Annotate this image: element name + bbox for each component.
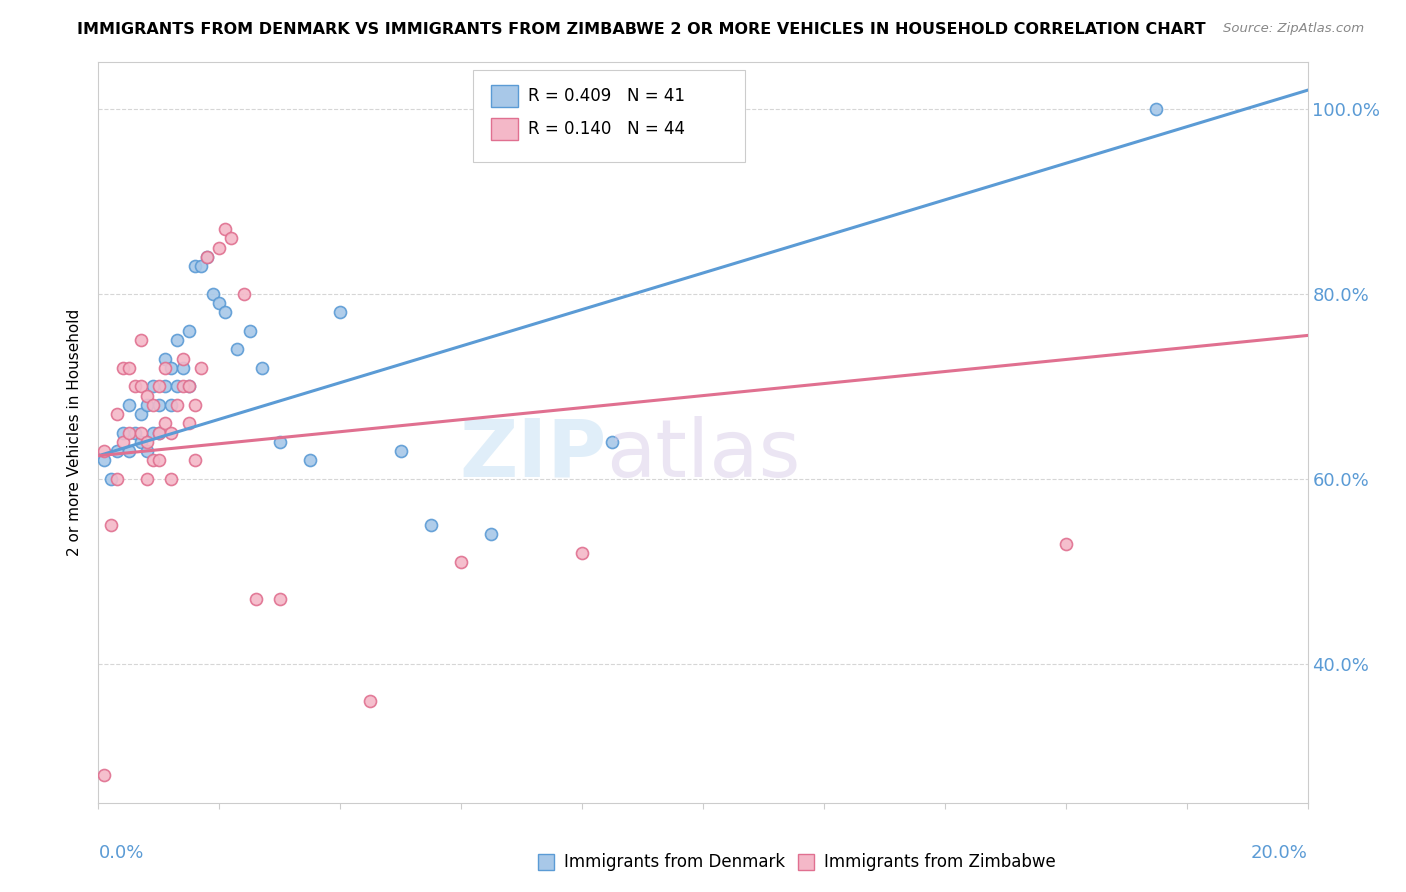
Point <box>179 379 201 393</box>
Point <box>172 351 194 366</box>
Point <box>124 379 146 393</box>
Point <box>118 398 141 412</box>
Point <box>389 444 412 458</box>
Point <box>153 351 176 366</box>
Point <box>148 425 170 440</box>
Point <box>571 546 593 560</box>
Point <box>118 425 141 440</box>
Point <box>160 398 183 412</box>
Point <box>329 305 352 319</box>
Point <box>269 434 291 449</box>
Point <box>153 417 176 431</box>
Point <box>93 768 115 782</box>
Point <box>190 259 212 273</box>
Point <box>135 389 157 403</box>
Text: R = 0.140   N = 44: R = 0.140 N = 44 <box>527 120 685 138</box>
Point <box>160 360 183 375</box>
Point <box>195 250 218 264</box>
Point <box>232 286 254 301</box>
Point <box>135 472 157 486</box>
Point <box>420 518 443 533</box>
Point <box>239 324 262 338</box>
Point <box>153 360 176 375</box>
Y-axis label: 2 or more Vehicles in Household: 2 or more Vehicles in Household <box>67 309 83 557</box>
Point <box>184 398 207 412</box>
Point <box>118 360 141 375</box>
Text: 0.0%: 0.0% <box>98 844 143 862</box>
Point <box>142 425 165 440</box>
Point <box>129 434 152 449</box>
Point <box>214 222 236 236</box>
Point <box>129 425 152 440</box>
Point <box>184 259 207 273</box>
Point <box>195 250 218 264</box>
Text: atlas: atlas <box>606 416 800 494</box>
Point <box>118 444 141 458</box>
Point <box>208 296 231 310</box>
Point <box>93 444 115 458</box>
Point <box>179 324 201 338</box>
Point <box>1054 536 1077 550</box>
Point <box>93 453 115 467</box>
FancyBboxPatch shape <box>492 118 517 140</box>
Point <box>245 592 267 607</box>
Point <box>250 360 273 375</box>
Point <box>190 360 212 375</box>
Point <box>450 555 472 569</box>
Point <box>172 379 194 393</box>
Point <box>111 360 134 375</box>
Point <box>179 379 201 393</box>
Point <box>160 472 183 486</box>
Text: Immigrants from Denmark: Immigrants from Denmark <box>564 853 785 871</box>
Point <box>129 407 152 421</box>
Point <box>124 425 146 440</box>
Point <box>299 453 322 467</box>
Point <box>221 231 243 245</box>
Point <box>100 518 122 533</box>
Point <box>148 425 170 440</box>
Point <box>1144 102 1167 116</box>
Point <box>166 379 188 393</box>
Point <box>153 379 176 393</box>
Point <box>142 453 165 467</box>
Point <box>166 333 188 347</box>
Point <box>148 379 170 393</box>
FancyBboxPatch shape <box>492 85 517 107</box>
Point <box>148 453 170 467</box>
Point <box>100 472 122 486</box>
Text: ZIP: ZIP <box>458 416 606 494</box>
Point <box>135 444 157 458</box>
Point <box>360 694 382 708</box>
Point <box>214 305 236 319</box>
Point <box>105 472 128 486</box>
Point <box>269 592 291 607</box>
Point <box>481 527 503 541</box>
Point <box>179 417 201 431</box>
Point <box>129 333 152 347</box>
FancyBboxPatch shape <box>474 70 745 162</box>
Text: Source: ZipAtlas.com: Source: ZipAtlas.com <box>1223 22 1364 36</box>
Text: R = 0.409   N = 41: R = 0.409 N = 41 <box>527 87 685 104</box>
Point <box>142 398 165 412</box>
Point <box>111 425 134 440</box>
Point <box>135 398 157 412</box>
Point <box>105 444 128 458</box>
Point <box>135 434 157 449</box>
Point <box>105 407 128 421</box>
Point <box>166 398 188 412</box>
Point <box>184 453 207 467</box>
Point <box>148 398 170 412</box>
Point <box>160 425 183 440</box>
Point <box>129 379 152 393</box>
Point <box>208 240 231 255</box>
Point <box>602 434 624 449</box>
Point <box>142 379 165 393</box>
Text: IMMIGRANTS FROM DENMARK VS IMMIGRANTS FROM ZIMBABWE 2 OR MORE VEHICLES IN HOUSEH: IMMIGRANTS FROM DENMARK VS IMMIGRANTS FR… <box>77 22 1206 37</box>
Point <box>202 286 225 301</box>
Text: 20.0%: 20.0% <box>1251 844 1308 862</box>
Point <box>111 434 134 449</box>
Point <box>226 343 249 357</box>
Text: Immigrants from Zimbabwe: Immigrants from Zimbabwe <box>824 853 1056 871</box>
Point <box>172 360 194 375</box>
